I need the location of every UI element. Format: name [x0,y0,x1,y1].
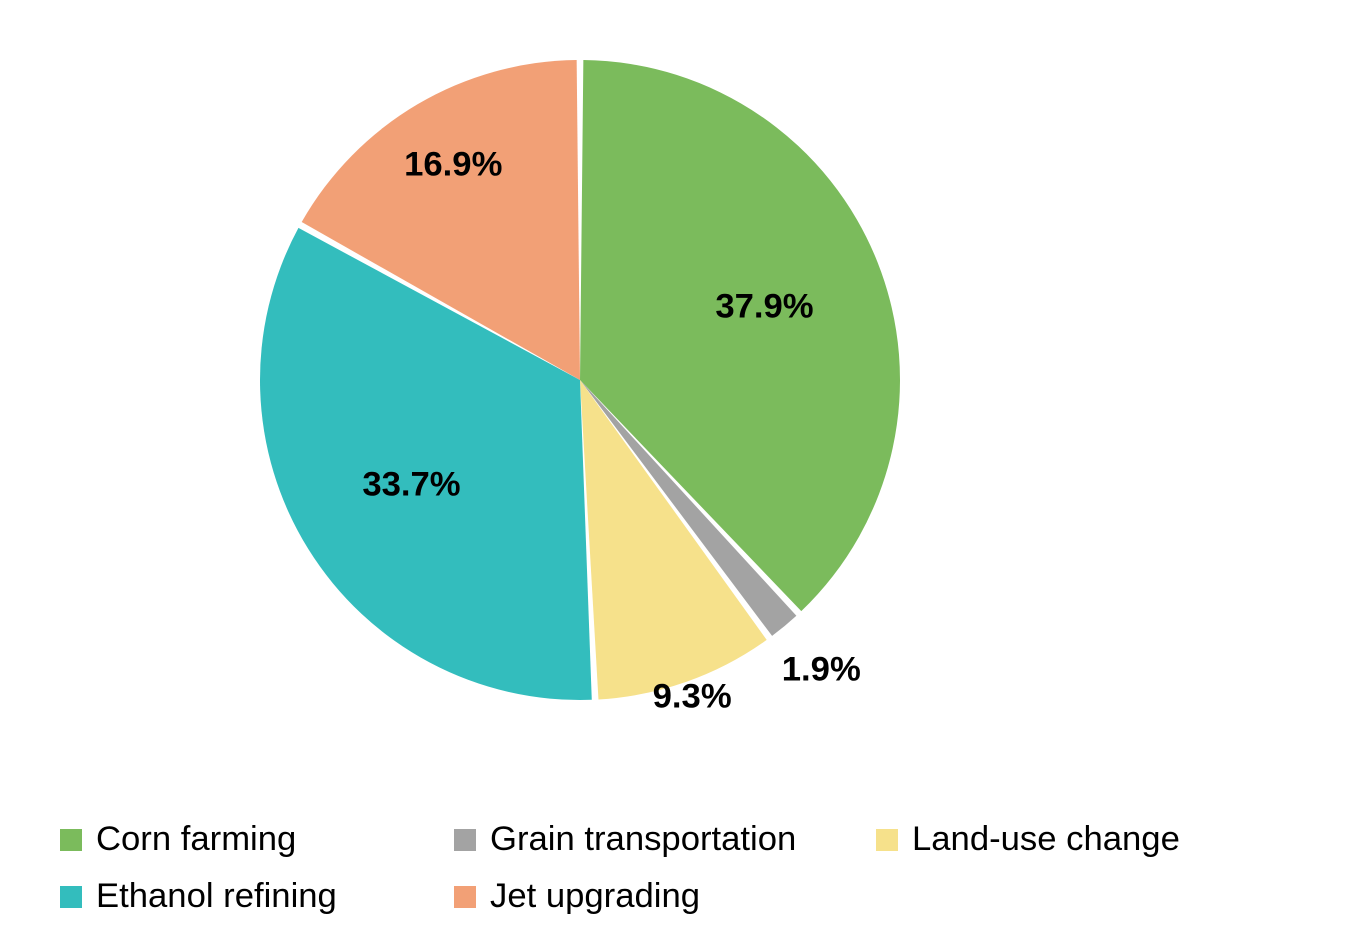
legend-item-jet_upgrading: Jet upgrading [454,877,876,916]
legend-item-corn_farming: Corn farming [60,820,454,859]
legend-swatch-jet_upgrading [454,886,476,908]
pie-label-grain_transportation: 1.9% [782,651,861,690]
legend-label-land_use_change: Land-use change [912,820,1180,859]
legend-label-corn_farming: Corn farming [96,820,296,859]
pie-label-corn_farming: 37.9% [715,288,813,327]
legend-label-jet_upgrading: Jet upgrading [490,877,700,916]
pie-label-ethanol_refining: 33.7% [362,465,460,504]
pie-label-land_use_change: 9.3% [653,677,732,716]
legend-label-ethanol_refining: Ethanol refining [96,877,337,916]
legend-item-land_use_change: Land-use change [876,820,1296,859]
legend-item-grain_transportation: Grain transportation [454,820,876,859]
legend-item-ethanol_refining: Ethanol refining [60,877,454,916]
legend-swatch-land_use_change [876,829,898,851]
pie-label-jet_upgrading: 16.9% [404,145,502,184]
legend-swatch-grain_transportation [454,829,476,851]
chart-container: Corn farming Grain transportation Land-use… [0,0,1350,950]
legend-swatch-corn_farming [60,829,82,851]
legend-label-grain_transportation: Grain transportation [490,820,796,859]
legend-swatch-ethanol_refining [60,886,82,908]
legend: Corn farming Grain transportation Land-use… [60,820,1320,916]
pie-chart [240,40,920,720]
